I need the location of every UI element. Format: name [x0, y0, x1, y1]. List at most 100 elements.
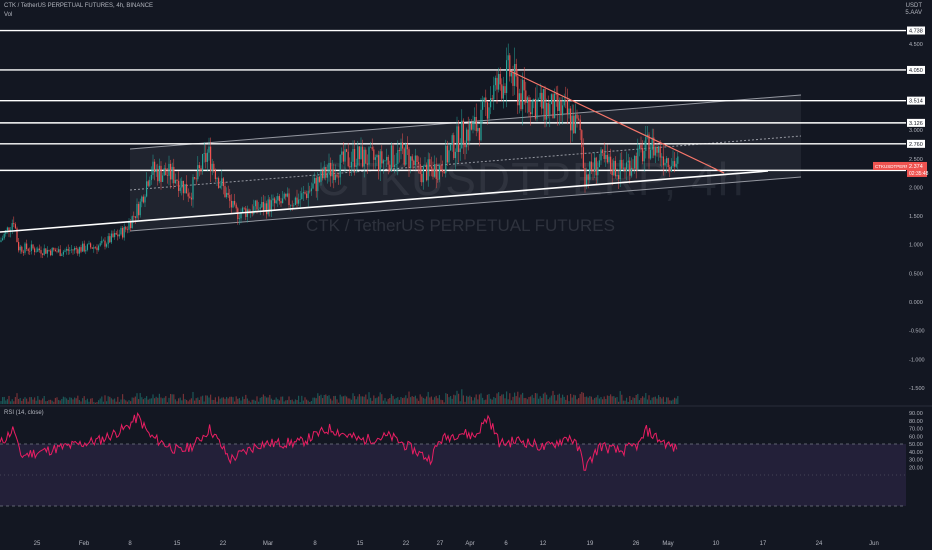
candle-body	[482, 100, 484, 110]
time-tick-label: 24	[816, 541, 823, 547]
parallel-channel[interactable]	[129, 94, 802, 232]
candle-body	[253, 206, 255, 214]
candle-body	[174, 179, 176, 184]
chart-header: CTK / TetherUS PERPETUAL FUTURES, 4h, BI…	[4, 3, 153, 19]
candle-body	[325, 167, 327, 178]
channel-upper-line	[129, 94, 802, 150]
candle-body	[542, 89, 544, 109]
candle-body	[83, 243, 85, 252]
rsi-line[interactable]	[0, 412, 678, 471]
volume-bar	[138, 399, 140, 404]
candle-body	[459, 148, 461, 153]
candles	[0, 43, 679, 259]
volume-bar	[426, 396, 428, 404]
volume-bar	[301, 395, 303, 404]
candle-body	[80, 247, 82, 252]
candle-body	[357, 146, 359, 166]
candle-body	[59, 249, 61, 256]
time-tick-label: 15	[357, 541, 364, 547]
volume-bar	[179, 397, 181, 404]
time-axis[interactable]: 25 Feb 8 15 22 Mar 8 15 22 27 Apr 6 12 19 26 May 10 17 24 J…	[34, 541, 879, 547]
level-price-label: 2.760	[909, 142, 923, 148]
candle-body	[634, 155, 636, 169]
time-tick-label: Feb	[79, 541, 90, 547]
volume-bar	[554, 394, 556, 404]
volume-bar	[635, 395, 637, 404]
candle-body	[450, 144, 452, 151]
volume-bar	[320, 394, 322, 404]
candle-body	[496, 77, 498, 90]
candle-body	[99, 243, 101, 246]
candle-body	[568, 108, 570, 115]
candle-body	[211, 163, 213, 171]
candle-body	[578, 118, 580, 120]
volume-bar	[152, 394, 154, 404]
candle-body	[621, 159, 623, 169]
rsi-label[interactable]: RSI (14, close)	[4, 410, 44, 416]
candle-body	[554, 93, 556, 118]
candle-body	[186, 184, 188, 194]
candle-body	[507, 55, 509, 61]
candle-body	[141, 196, 143, 202]
volume-bar	[125, 400, 127, 404]
price-tick-label: 2.500	[909, 157, 923, 163]
volume-bar	[202, 395, 204, 404]
volume-bar	[483, 400, 485, 404]
time-tick-label: 25	[34, 541, 41, 547]
volume-bar	[611, 396, 613, 404]
volume-bar	[227, 398, 229, 404]
currency-label: USDT	[905, 3, 922, 9]
volume-bar	[474, 397, 476, 404]
candle-body	[226, 192, 228, 198]
price-axis[interactable]: 4.5003.5003.0002.5002.0001.5001.0000.500…	[907, 26, 925, 392]
candle-body	[379, 151, 381, 171]
candle-body	[637, 149, 639, 170]
candle-body	[472, 121, 474, 130]
volume-bar	[389, 397, 391, 404]
candle-body	[354, 148, 356, 167]
candle-body	[570, 108, 572, 131]
candle-body	[24, 243, 26, 253]
volume-bar	[341, 396, 343, 404]
volume-bar	[328, 395, 330, 404]
candle-body	[120, 228, 122, 235]
candle-body	[642, 147, 644, 162]
resistance-trendline[interactable]	[509, 70, 725, 174]
candle-body	[438, 165, 440, 180]
candle-body	[589, 161, 591, 180]
candle-body	[670, 166, 672, 172]
volume-bar	[3, 396, 5, 404]
volume-bar	[66, 398, 68, 404]
volume-bar	[622, 400, 624, 404]
price-tick-label: 0.500	[909, 271, 923, 277]
volume-bar	[350, 399, 352, 404]
candle-body	[464, 143, 466, 148]
candle-body	[6, 227, 8, 231]
volume-bar	[291, 399, 293, 404]
volume-bar	[334, 395, 336, 404]
volume-bar	[176, 401, 178, 404]
candle-body	[571, 115, 573, 131]
candle-body	[528, 97, 530, 113]
candle-body	[266, 203, 268, 215]
candle-body	[216, 178, 218, 179]
candle-body	[173, 166, 175, 184]
currency-unit[interactable]: USDT 5.AAV	[905, 3, 922, 17]
volume-bar	[629, 396, 631, 404]
horizontal-levels[interactable]	[0, 29, 906, 172]
volume-bar	[584, 396, 586, 404]
symbol-title[interactable]: CTK / TetherUS PERPETUAL FUTURES, 4h, BI…	[4, 3, 154, 9]
volume-bar	[459, 401, 461, 404]
volume-bar	[197, 397, 199, 404]
volume-bar	[240, 400, 242, 404]
support-trendline[interactable]	[0, 170, 769, 233]
candle-body	[342, 151, 344, 162]
volume-bar	[445, 393, 447, 404]
volume-label[interactable]: Vol	[4, 12, 13, 18]
candle-body	[334, 174, 336, 180]
candle-body	[538, 99, 540, 100]
candle-body	[613, 160, 615, 176]
